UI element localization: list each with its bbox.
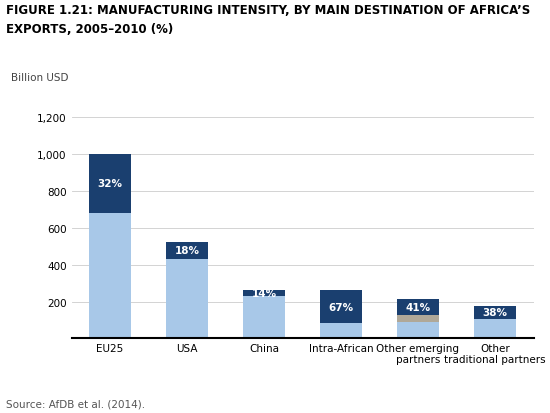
Bar xyxy=(320,323,362,339)
Text: 32%: 32% xyxy=(97,179,123,189)
Text: 67%: 67% xyxy=(328,302,354,312)
Text: FIGURE 1.21: MANUFACTURING INTENSITY, BY MAIN DESTINATION OF AFRICA’S: FIGURE 1.21: MANUFACTURING INTENSITY, BY… xyxy=(6,4,530,17)
Text: 14%: 14% xyxy=(251,288,277,298)
Text: 38%: 38% xyxy=(482,308,508,318)
Legend: Manufacturing value-added processing, Raw resources, Not specified: Manufacturing value-added processing, Ra… xyxy=(57,411,474,413)
Bar xyxy=(243,297,285,339)
Bar xyxy=(89,214,131,339)
Text: EXPORTS, 2005–2010 (%): EXPORTS, 2005–2010 (%) xyxy=(6,23,173,36)
Bar xyxy=(474,306,516,319)
Bar xyxy=(166,242,208,259)
Text: Billion USD: Billion USD xyxy=(12,72,69,82)
Bar xyxy=(89,154,131,214)
Bar xyxy=(474,319,516,339)
Text: Source: AfDB et al. (2014).: Source: AfDB et al. (2014). xyxy=(6,399,145,409)
Bar xyxy=(320,291,362,323)
Bar xyxy=(243,290,285,297)
Text: 41%: 41% xyxy=(405,302,431,312)
Bar xyxy=(397,322,439,339)
Text: 18%: 18% xyxy=(174,246,200,256)
Bar xyxy=(397,315,439,322)
Bar xyxy=(397,299,439,315)
Bar xyxy=(166,259,208,339)
